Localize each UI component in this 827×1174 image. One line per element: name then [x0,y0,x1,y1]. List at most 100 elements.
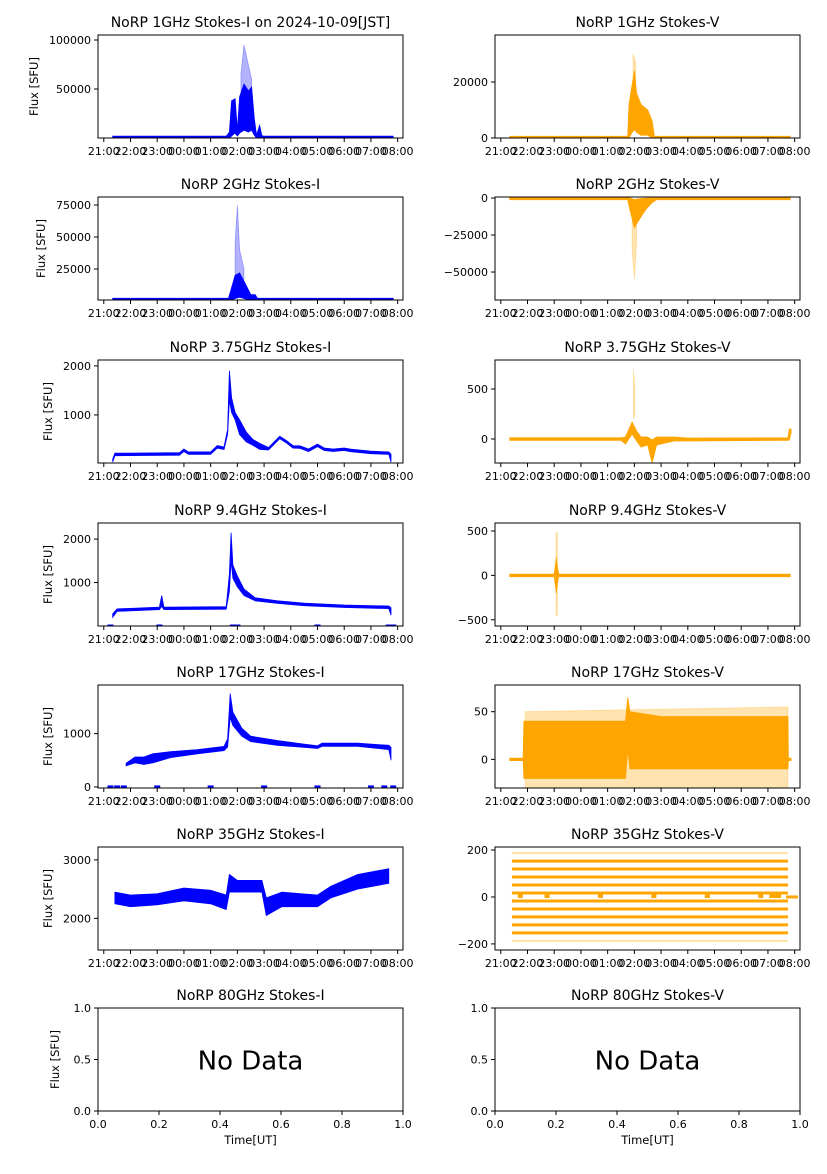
scatter-points [114,868,390,917]
subplot-title: NoRP 3.75GHz Stokes-I [170,340,332,356]
x-tick-label: 05:00 [302,795,334,808]
axes-frame [97,522,404,627]
scatter-points [112,370,392,463]
axes-frame [494,34,801,139]
x-tick-label: 03:00 [645,795,677,808]
x-tick-label: 05:00 [699,145,731,158]
x-tick-label: 08:00 [779,470,811,483]
x-tick-label: 04:00 [672,957,704,970]
x-tick-label: 03:00 [645,470,677,483]
x-tick-label: 0.8 [730,1118,748,1131]
x-tick-label: 06:00 [725,145,757,158]
y-tick-label: 50000 [56,231,91,244]
x-tick-label: 03:00 [248,470,280,483]
x-tick-label: 01:00 [592,633,624,646]
zero-point [154,785,161,788]
x-tick-label: 22:00 [512,957,544,970]
data-layer [509,532,791,616]
x-tick-label: 23:00 [141,307,173,320]
x-tick-label: 22:00 [115,795,147,808]
axes-frame [494,522,801,627]
x-tick-label: 07:00 [355,307,387,320]
x-tick-label: 01:00 [592,957,624,970]
x-tick-label: 02:00 [619,470,651,483]
x-tick-label: 05:00 [699,470,731,483]
x-tick-label: 03:00 [248,145,280,158]
x-tick-label: 07:00 [752,957,784,970]
x-tick-label: 04:00 [672,307,704,320]
x-tick-label: 03:00 [645,957,677,970]
x-tick-label: 04:00 [672,145,704,158]
subplot-3: 21:0022:0023:0000:0001:0002:0003:0004:00… [34,177,414,320]
x-tick-label: 21:00 [88,470,120,483]
zero-point [390,624,397,626]
axes-frame [97,359,404,464]
x-tick-label: 21:00 [485,633,517,646]
y-tick-label: 50 [474,706,488,719]
x-tick-label: 02:00 [619,957,651,970]
y-tick-label: 3000 [63,854,91,867]
x-tick-label: 21:00 [88,957,120,970]
x-tick-label: 02:00 [222,633,254,646]
x-tick-label: 06:00 [328,145,360,158]
x-tick-label: 23:00 [141,957,173,970]
x-tick-label: 06:00 [328,307,360,320]
x-tick-label: 00:00 [168,307,200,320]
x-tick-label: 07:00 [752,145,784,158]
x-tick-label: 22:00 [115,957,147,970]
data-layer [112,204,394,300]
x-tick-label: 0.0 [486,1118,504,1131]
x-tick-label: 03:00 [248,957,280,970]
x-tick-label: 07:00 [355,633,387,646]
x-tick-label: 0.2 [150,1118,168,1131]
x-tick-label: 08:00 [779,307,811,320]
x-tick-label: 02:00 [222,307,254,320]
x-tick-label: 01:00 [195,633,227,646]
y-axis-label: Flux [SFU] [41,382,55,441]
x-tick-label: 1.0 [394,1118,412,1131]
y-tick-label: 2000 [63,912,91,925]
x-tick-label: 02:00 [222,957,254,970]
y-tick-label: 1000 [63,409,91,422]
x-axis-label: Time[UT] [620,1133,674,1147]
x-axis-label: Time[UT] [223,1133,277,1147]
x-tick-label: 00:00 [565,957,597,970]
zero-point [517,893,523,898]
subplot-14: 0.0 0.2 0.4 0.6 0.8 1.0 0.0 0.5 1.0 NoRP 80GHz St… [471,988,809,1147]
x-tick-label: 05:00 [699,633,731,646]
y-tick-label: −50000 [444,266,488,279]
x-tick-label: 23:00 [538,470,570,483]
x-tick-label: 08:00 [382,145,414,158]
x-tick-label: 00:00 [168,633,200,646]
axes-frame [97,846,404,951]
x-tick-label: 08:00 [779,957,811,970]
zero-point [234,624,241,626]
subplot-title: NoRP 35GHz Stokes-I [176,827,324,843]
x-tick-label: 07:00 [752,633,784,646]
y-tick-label: 0.5 [471,1054,489,1067]
subplot-8: 21:0022:0023:0000:0001:0002:0003:0004:00… [458,503,811,646]
x-tick-label: 22:00 [115,145,147,158]
x-tick-label: 07:00 [355,957,387,970]
x-tick-label: 05:00 [699,957,731,970]
scatter-points [125,693,392,767]
x-tick-label: 04:00 [672,795,704,808]
y-tick-label: 500 [467,383,488,396]
scatter-points [509,557,791,594]
x-tick-label: 05:00 [699,795,731,808]
y-axis-label: Flux [SFU] [41,869,55,928]
subplot-6: 21:0022:0023:0000:0001:0002:0003:0004:00… [467,340,811,483]
zero-point [114,785,121,788]
zero-point [381,785,388,788]
scatter-points [509,421,792,463]
subplot-4: 21:0022:0023:0000:0001:0002:0003:0004:00… [444,177,811,320]
x-tick-label: 06:00 [725,795,757,808]
x-tick-label: 22:00 [115,307,147,320]
x-tick-label: 05:00 [699,307,731,320]
zero-point [651,893,657,898]
x-tick-label: 21:00 [485,307,517,320]
subplot-title: NoRP 80GHz Stokes-I [176,988,324,1004]
data-layer [509,197,791,280]
x-tick-label: 04:00 [672,470,704,483]
